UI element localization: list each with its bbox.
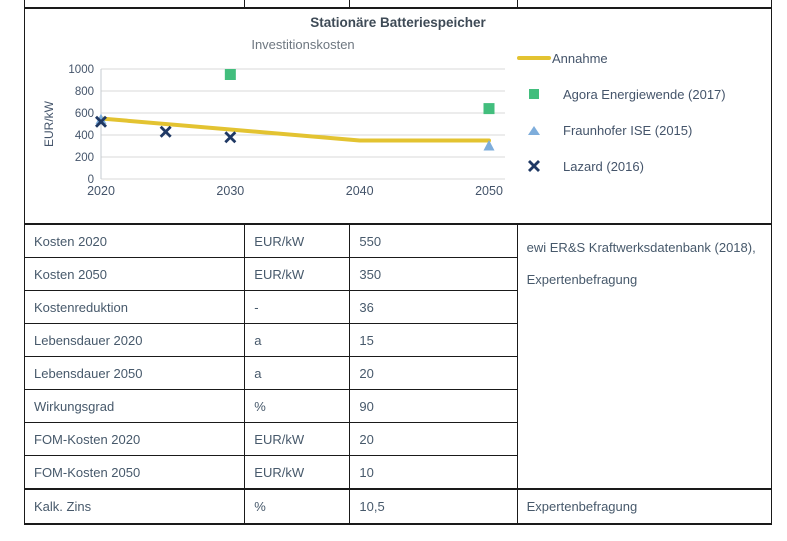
cut-cell <box>349 0 518 9</box>
cut-off-row <box>23 0 773 9</box>
chart-legend: Annahme Agora Energiewende (2017) Fraunhof… <box>509 32 726 176</box>
triangle-marker <box>483 140 495 151</box>
legend-label: Agora Energiewende (2017) <box>563 86 726 102</box>
legend-marker-square-icon <box>517 89 551 99</box>
table-row: Kosten 2020 EUR/kW 550 ewi ER&S Kraftwer… <box>23 223 773 490</box>
param-label: Kosten 2050 <box>23 257 246 291</box>
triangle-marker <box>95 113 107 125</box>
param-label: Lebensdauer 2050 <box>23 356 246 390</box>
annahme-line <box>99 116 491 143</box>
x-tick-label: 2040 <box>346 184 374 198</box>
legend-label: Fraunhofer ISE (2015) <box>563 122 693 138</box>
param-label: Kosten 2020 <box>23 223 246 258</box>
legend-label: Annahme <box>552 50 608 66</box>
chart-body: Investitionskosten 0 200 400 600 800 1000 2020… <box>25 32 771 205</box>
series-line <box>99 116 491 143</box>
table-row: Lebensdauer 2050 a 20 <box>23 356 772 390</box>
param-unit: % <box>244 488 351 525</box>
param-unit: a <box>244 323 351 357</box>
legend-marker-x-icon <box>517 160 551 172</box>
param-label: Lebensdauer 2020 <box>23 323 246 357</box>
legend-marker-line-icon <box>517 56 551 60</box>
chart-row: Stationäre Batteriespeicher Investitions… <box>24 7 772 225</box>
plot-area: 0 200 400 600 800 1000 2020 2030 2040 2050 EUR/kW <box>42 64 505 198</box>
param-unit: a <box>244 356 351 390</box>
param-unit: EUR/kW <box>244 455 351 490</box>
legend-item-3: Fraunhofer ISE (2015) <box>517 120 726 140</box>
param-value: 20 <box>349 356 518 390</box>
param-value: 10,5 <box>349 488 518 525</box>
y-tick-label: 1000 <box>68 64 94 76</box>
cut-cell <box>516 0 773 9</box>
chart-subtitle: Investitionskosten <box>251 37 355 52</box>
cut-cell <box>244 0 351 9</box>
table-row: Kalk. Zins % 10,5 Expertenbefragung <box>23 488 773 525</box>
cut-cell <box>23 0 246 9</box>
param-value: 90 <box>349 389 518 423</box>
y-tick-label: 800 <box>75 86 94 98</box>
plot-column: Investitionskosten 0 200 400 600 800 1000 2020… <box>39 32 509 205</box>
param-unit: - <box>244 290 351 324</box>
y-axis-title: EUR/kW <box>42 100 56 147</box>
param-value: 350 <box>349 257 518 291</box>
x-tick-label: 2020 <box>87 184 115 198</box>
source-cell-last: Expertenbefragung <box>516 488 773 525</box>
param-value: 15 <box>349 323 518 357</box>
x-marker <box>224 131 237 144</box>
x-marker <box>95 115 107 128</box>
param-unit: EUR/kW <box>244 257 351 291</box>
square-marker <box>224 69 236 80</box>
series-x <box>95 115 237 144</box>
legend-item-4: Lazard (2016) <box>517 156 726 176</box>
param-value: 550 <box>349 223 518 258</box>
series-triangle <box>95 113 495 151</box>
param-label: Kostenreduktion <box>23 290 246 324</box>
y-tick-label: 600 <box>75 108 94 120</box>
param-unit: EUR/kW <box>244 223 351 258</box>
legend-marker-triangle-icon <box>517 125 551 135</box>
legend-item-1: Annahme <box>517 48 726 68</box>
param-label: FOM-Kosten 2050 <box>23 455 246 490</box>
table-row: Wirkungsgrad % 90 <box>23 389 772 423</box>
chart-title: Stationäre Batteriespeicher <box>310 15 486 30</box>
x-tick-label: 2030 <box>216 184 244 198</box>
square-marker <box>483 103 495 115</box>
chart: Stationäre Batteriespeicher Investitions… <box>25 9 771 205</box>
series-square <box>224 69 495 115</box>
table-row: FOM-Kosten 2020 EUR/kW 20 <box>23 422 772 456</box>
param-label: Kalk. Zins <box>23 488 246 525</box>
legend-item-2: Agora Energiewende (2017) <box>517 84 726 104</box>
table-row: Kosten 2050 EUR/kW 350 <box>23 257 772 291</box>
y-tick-label: 400 <box>75 130 94 142</box>
x-tick-label: 2050 <box>475 184 503 198</box>
param-label: FOM-Kosten 2020 <box>23 422 246 456</box>
param-value: 36 <box>349 290 518 324</box>
y-tick-label: 0 <box>88 174 94 186</box>
chart-cell: Stationäre Batteriespeicher Investitions… <box>24 7 772 225</box>
x-marker <box>159 125 172 138</box>
param-unit: % <box>244 389 351 423</box>
param-label: Wirkungsgrad <box>23 389 246 423</box>
table-row: Lebensdauer 2020 a 15 <box>23 323 772 357</box>
param-value: 20 <box>349 422 518 456</box>
legend-label: Lazard (2016) <box>563 158 644 174</box>
parameter-table: Stationäre Batteriespeicher Investitions… <box>23 0 773 525</box>
param-unit: EUR/kW <box>244 422 351 456</box>
source-cell: ewi ER&S Kraftwerksdatenbank (2018), Exp… <box>516 223 773 490</box>
param-value: 10 <box>349 455 518 490</box>
table-row: FOM-Kosten 2050 EUR/kW 10 <box>23 455 772 490</box>
y-tick-label: 200 <box>75 152 94 164</box>
